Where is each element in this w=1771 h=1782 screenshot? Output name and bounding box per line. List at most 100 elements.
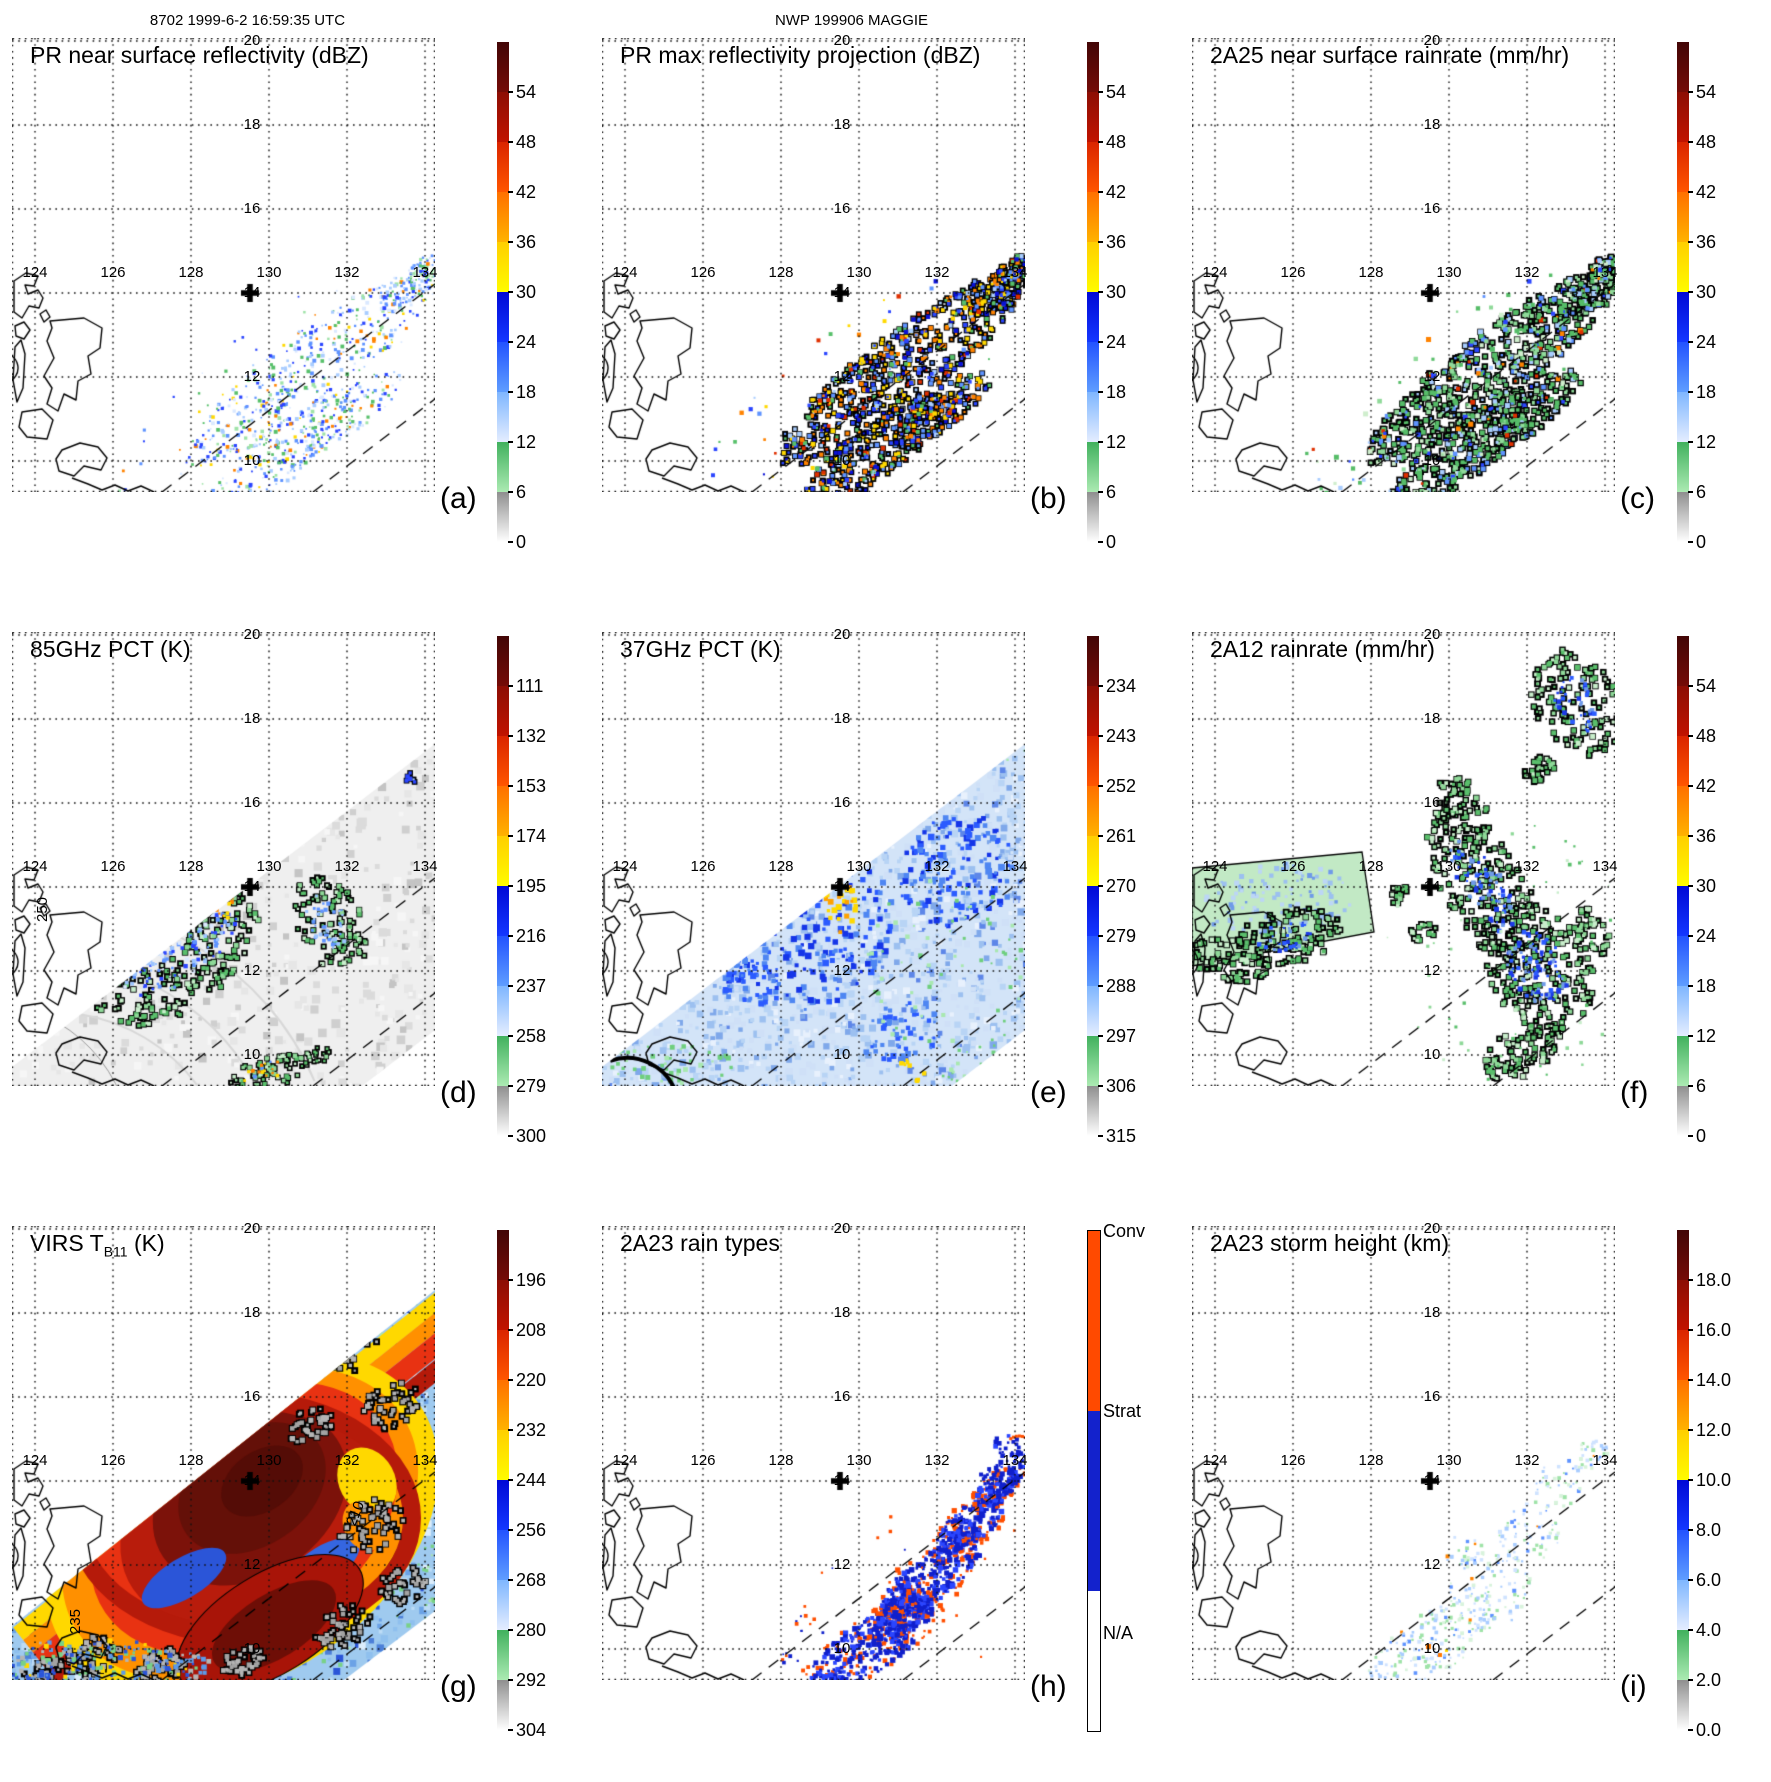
colorbar-tickmark [1098,91,1103,93]
colorbar-tickmark [1688,191,1693,193]
colorbar-label-d-0: 111 [516,676,544,696]
colorbar-tickmark [1098,985,1103,987]
colorbar-label-a-8: 6 [516,482,527,502]
colorbar-tickmark [1098,391,1103,393]
lat-tick-label: 16 [243,200,261,217]
lon-tick-label: 130 [1436,1452,1462,1469]
colorbar-label-f-4: 30 [1696,876,1717,896]
colorbar-label-h-2: N/A [1103,1623,1134,1643]
colorbar-label-i-8: 2.0 [1696,1670,1722,1690]
panel-letter-e: (e) [1030,1076,1067,1109]
colorbar-tickmark [508,1329,513,1331]
panel-letter-f: (f) [1620,1076,1649,1109]
lat-tick-label: 16 [1423,794,1441,811]
lon-tick-label: 126 [1280,858,1306,875]
lon-tick-label: 126 [1280,264,1306,281]
panel-letter-c: (c) [1620,482,1655,515]
colorbar-tickmark [508,885,513,887]
colorbar-tickmark [508,1429,513,1431]
map-e [602,632,1025,1086]
colorbar-label-e-8: 306 [1106,1076,1137,1096]
colorbar-tickmark [1098,141,1103,143]
colorbar-tickmark [1688,541,1693,543]
colorbar-label-g-2: 220 [516,1370,547,1390]
colorbar-tickmark [508,391,513,393]
lat-tick-label: 20 [833,1220,851,1237]
colorbar-label-g-7: 280 [516,1620,547,1640]
lat-tick-label: 12 [833,368,851,385]
colorbar-tickmark [508,685,513,687]
colorbar-label-h-1: Strat [1103,1401,1142,1421]
colorbar-label-f-5: 24 [1696,926,1717,946]
colorbar-label-a-0: 54 [516,82,537,102]
lat-tick-label: 10 [833,1640,851,1657]
lon-tick-label: 128 [1358,858,1384,875]
colorbar-label-d-4: 195 [516,876,547,896]
lat-tick-label: 18 [1423,116,1441,133]
colorbar-label-d-8: 279 [516,1076,547,1096]
colorbar-tickmark [1688,1629,1693,1631]
lon-tick-label: 130 [846,858,872,875]
lon-tick-label: 130 [846,264,872,281]
colorbar-tickmark [1098,491,1103,493]
lat-tick-label: 14 [833,284,851,301]
panel-title-i: 2A23 storm height (km) [1210,1230,1450,1256]
colorbar-label-d-2: 153 [516,776,547,796]
map-h [602,1226,1025,1680]
colorbar-tickmark [508,1379,513,1381]
colorbar-label-c-8: 6 [1696,482,1707,502]
colorbar-tickmark [508,985,513,987]
panel-f: 2A12 rainrate (mm/hr) 124 126 128 130 132 134 2… [1180,594,1770,1188]
colorbar-label-i-6: 6.0 [1696,1570,1722,1590]
colorbar-tickmark [508,1085,513,1087]
lat-tick-label: 12 [243,368,261,385]
lon-tick-label: 128 [768,264,794,281]
lat-tick-label: 20 [1423,32,1441,49]
colorbar-tickmark [1688,985,1693,987]
colorbar-label-h-0: Conv [1103,1221,1146,1241]
lon-tick-label: 132 [1514,858,1540,875]
panel-title-h: 2A23 rain types [620,1230,780,1256]
contour-label: 235 [67,1608,84,1634]
colorbar-label-c-0: 54 [1696,82,1717,102]
panel-letter-a: (a) [440,482,477,515]
lon-tick-label: 132 [924,858,950,875]
colorbar-label-b-6: 18 [1106,382,1127,402]
colorbar-label-e-4: 270 [1106,876,1137,896]
colorbar-tickmark [1098,735,1103,737]
colorbar-a [497,42,509,542]
lat-tick-label: 18 [833,116,851,133]
colorbar-tickmark [1688,291,1693,293]
panel-i: 2A23 storm height (km) 124 126 128 130 132 134… [1180,1188,1770,1782]
colorbar-label-b-5: 24 [1106,332,1127,352]
colorbar-label-i-4: 10.0 [1696,1470,1732,1490]
colorbar-label-f-2: 42 [1696,776,1717,796]
colorbar-label-g-6: 268 [516,1570,547,1590]
panel-title-subscript: B11 [103,1243,128,1260]
lon-tick-label: 132 [334,1452,360,1469]
colorbar-tickmark [1688,1279,1693,1281]
colorbar-tickmark [1688,1679,1693,1681]
colorbar-label-b-3: 36 [1106,232,1127,252]
lon-tick-label: 132 [334,858,360,875]
lon-tick-label: 134 [1592,264,1618,281]
colorbar-label-b-8: 6 [1106,482,1117,502]
lon-tick-label: 132 [924,1452,950,1469]
lat-tick-label: 20 [833,626,851,643]
colorbar-label-f-3: 36 [1696,826,1717,846]
colorbar-label-d-7: 258 [516,1026,547,1046]
colorbar-label-i-1: 16.0 [1696,1320,1732,1340]
colorbar-tickmark [1098,291,1103,293]
colorbar-label-b-0: 54 [1106,82,1127,102]
colorbar-label-e-6: 288 [1106,976,1137,996]
panel-title-b: PR max reflectivity projection (dBZ) [620,42,981,68]
colorbar-label-g-0: 196 [516,1270,547,1290]
colorbar-tickmark [508,1135,513,1137]
colorbar-h [1087,1230,1101,1732]
lon-tick-label: 134 [1592,858,1618,875]
colorbar-d [497,636,509,1136]
lon-tick-label: 134 [412,264,438,281]
lat-tick-label: 16 [833,200,851,217]
lon-tick-label: 130 [846,1452,872,1469]
